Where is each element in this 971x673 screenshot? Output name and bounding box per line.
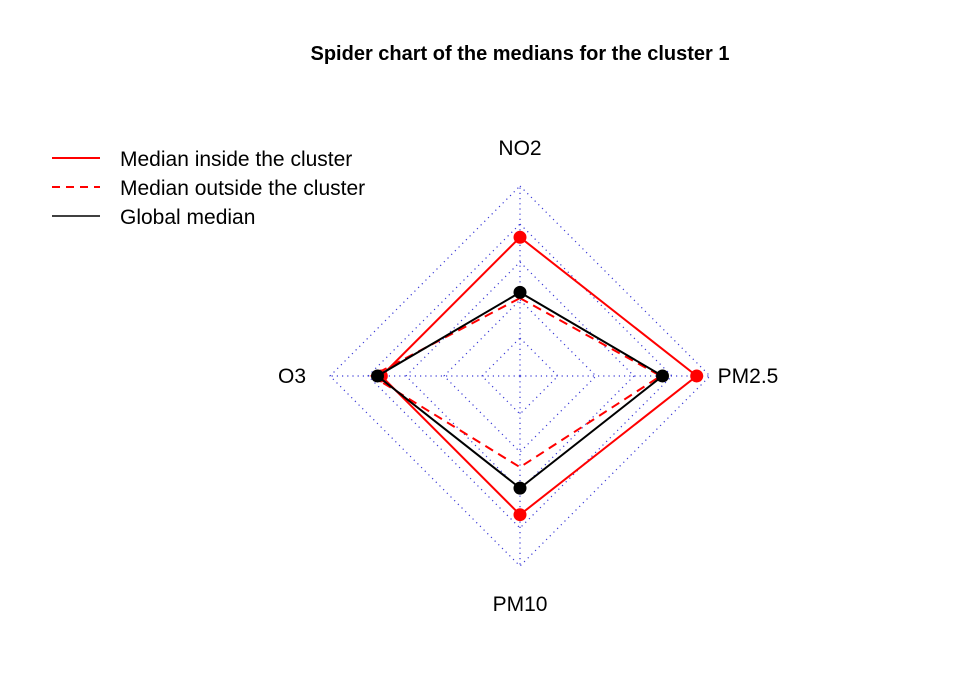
series-point [371, 369, 384, 383]
legend-entry: Median inside the cluster [120, 148, 352, 171]
series-point [513, 285, 527, 299]
axis-label-pm25: PM2.5 [718, 365, 779, 388]
axis-label-no2: NO2 [498, 137, 541, 160]
series-point [513, 481, 527, 495]
legend: Median inside the cluster Median outside … [52, 148, 365, 229]
chart-title: Spider chart of the medians for the clus… [311, 43, 730, 65]
series-point [513, 508, 527, 522]
series-3 [371, 285, 669, 495]
series-2 [369, 296, 663, 469]
series-layer [369, 230, 704, 522]
series-point [656, 369, 669, 383]
axis-label-o3: O3 [278, 365, 306, 388]
legend-entry: Median outside the cluster [120, 177, 365, 200]
axis-labels: NO2 PM2.5 PM10 O3 [278, 137, 778, 616]
series-point [513, 230, 527, 244]
axis-label-pm10: PM10 [493, 593, 548, 616]
series-point [690, 369, 704, 383]
series-line [369, 296, 663, 469]
legend-entry: Global median [120, 206, 255, 229]
series-1 [374, 230, 704, 522]
